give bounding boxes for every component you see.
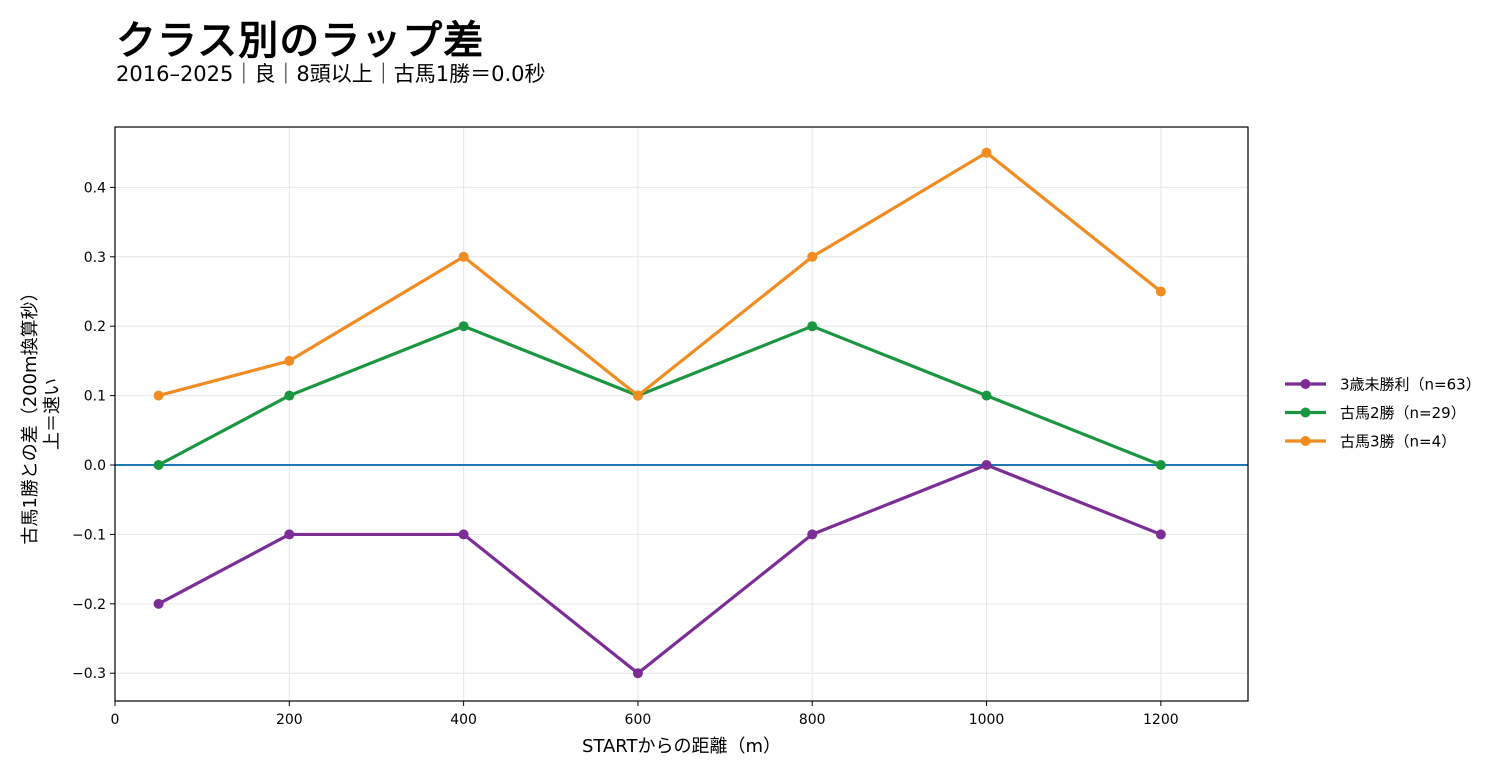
data-point xyxy=(807,251,818,262)
data-point xyxy=(981,460,992,471)
plot-frame xyxy=(114,126,1249,702)
legend: 3歳未勝利（n=63） 古馬2勝（n=29） 古馬3勝（n=4） xyxy=(1285,376,1481,451)
data-point xyxy=(1155,529,1166,540)
data-point xyxy=(284,355,295,366)
y-tick-label: 0.3 xyxy=(84,250,106,266)
data-point xyxy=(153,390,164,401)
data-point xyxy=(458,529,469,540)
series-0 xyxy=(153,460,1166,679)
ticks-layer: 0 200 400 600 800 1000 1200 −0.3 −0.2 −0.1 0.0 0.1 0… xyxy=(72,180,1179,728)
data-point xyxy=(1155,460,1166,471)
x-tick-label: 200 xyxy=(276,712,303,728)
data-point xyxy=(807,321,818,332)
data-point xyxy=(153,460,164,471)
y-axis-label-line: 古馬1勝との差（200m換算秒） xyxy=(20,283,41,544)
legend-item: 3歳未勝利（n=63） xyxy=(1285,376,1481,394)
data-point xyxy=(1155,286,1166,297)
y-tick-label: 0.4 xyxy=(84,180,106,196)
legend-swatch-marker xyxy=(1300,379,1311,389)
data-point xyxy=(632,668,643,679)
legend-label: 古馬2勝（n=29） xyxy=(1340,404,1466,422)
y-tick-label: −0.1 xyxy=(72,527,106,543)
data-point xyxy=(458,251,469,262)
x-axis-label: STARTからの距離（m） xyxy=(582,736,781,757)
series-line xyxy=(156,151,1163,398)
x-tick-label: 600 xyxy=(625,712,652,728)
legend-item: 古馬2勝（n=29） xyxy=(1285,404,1466,422)
x-tick-label: 800 xyxy=(799,712,826,728)
series-line xyxy=(156,463,1163,675)
series-layer xyxy=(153,147,1166,679)
x-tick-label: 400 xyxy=(450,712,477,728)
x-tick-label: 1200 xyxy=(1143,712,1179,728)
y-axis-label-line: 上＝速い xyxy=(42,378,63,450)
legend-swatch-marker xyxy=(1300,407,1311,418)
y-axis-label: 古馬1勝との差（200m換算秒）上＝速い xyxy=(20,283,63,544)
grid-layer xyxy=(114,127,1248,701)
chart-subtitle: 2016–2025｜良｜8頭以上｜古馬1勝＝0.0秒 xyxy=(116,62,546,86)
data-point xyxy=(807,529,818,540)
data-point xyxy=(284,390,295,401)
legend-item: 古馬3勝（n=4） xyxy=(1285,433,1456,451)
data-point xyxy=(284,529,295,540)
legend-swatch-marker xyxy=(1300,436,1311,446)
data-point xyxy=(981,147,992,158)
y-tick-label: 0.0 xyxy=(84,458,106,474)
y-tick-label: 0.2 xyxy=(84,319,106,335)
data-point xyxy=(153,598,164,609)
chart-title: クラス別のラップ差 xyxy=(116,18,485,64)
series-2 xyxy=(153,147,1166,401)
y-tick-label: −0.3 xyxy=(72,666,106,682)
legend-label: 3歳未勝利（n=63） xyxy=(1340,376,1481,394)
y-tick-label: −0.2 xyxy=(72,597,106,613)
x-tick-label: 1000 xyxy=(969,712,1005,728)
legend-label: 古馬3勝（n=4） xyxy=(1340,433,1456,451)
data-point xyxy=(632,390,643,401)
x-tick-label: 0 xyxy=(111,712,120,728)
data-point xyxy=(458,321,469,332)
y-tick-label: 0.1 xyxy=(84,389,106,405)
data-point xyxy=(981,390,992,401)
